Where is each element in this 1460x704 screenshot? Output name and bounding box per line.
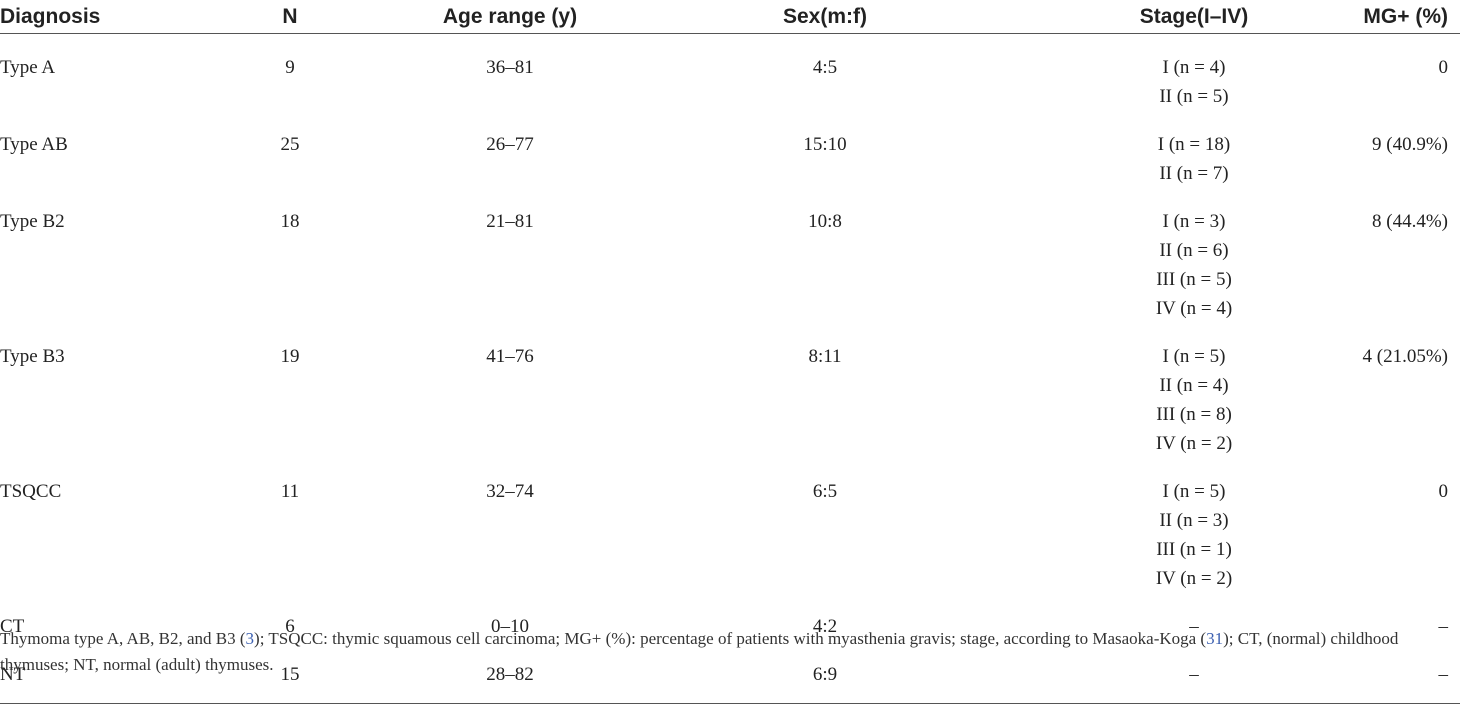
stage-entry: III (n = 8) (1156, 404, 1232, 425)
stage-entry: II (n = 6) (1159, 240, 1229, 261)
cell-mg-percent: 0 (1438, 481, 1449, 502)
cell-sex: 15:10 (803, 134, 847, 155)
stage-entry: I (n = 18) (1157, 134, 1231, 155)
cell-mg-percent: 8 (44.4%) (1372, 211, 1448, 232)
cell-diagnosis: Type A (0, 57, 56, 78)
cell-diagnosis: Type B3 (0, 346, 65, 367)
cell-mg-percent: 4 (21.05%) (1362, 346, 1448, 367)
footnote-text-1: Thymoma type A, AB, B2, and B3 ( (0, 629, 246, 648)
table-row: Type B3 19 41–76 8:11 I (n = 5) II (n = 4) III… (0, 323, 1460, 458)
cell-age-range: 32–74 (486, 481, 534, 502)
cell-mg-percent: 9 (40.9%) (1372, 134, 1448, 155)
stage-entry: III (n = 5) (1156, 269, 1232, 290)
cell-age-range: 28–82 (380, 641, 640, 704)
stage-entry: II (n = 7) (1159, 163, 1229, 184)
cell-age-range: 0–10 (491, 616, 529, 637)
cell-age-range: 21–81 (486, 211, 534, 232)
cell-mg-percent: – (1438, 616, 1449, 637)
header-sex: Sex(m:f) (640, 0, 1010, 34)
stage-entry: II (n = 3) (1159, 510, 1229, 531)
stage-entry: IV (n = 2) (1155, 568, 1233, 589)
table-row: Type B2 18 21–81 10:8 I (n = 3) II (n = 6) III… (0, 188, 1460, 323)
header-stage: Stage(I–IV) (1010, 0, 1303, 34)
cell-diagnosis: Type AB (0, 134, 68, 155)
stage-entry: I (n = 3) (1162, 211, 1226, 232)
cell-stage: I (n = 3) II (n = 6) III (n = 5) IV (n = 4) (1010, 188, 1303, 323)
header-mg: MG+ (%) (1303, 0, 1460, 34)
cell-n: 6 (285, 616, 295, 637)
stage-entry: I (n = 4) (1162, 57, 1226, 78)
footnote-text-2: ); TSQCC: thymic squamous cell carcinoma… (254, 629, 1207, 648)
header-n: N (200, 0, 380, 34)
table-row: Type A 9 36–81 4:5 I (n = 4) II (n = 5) 0 (0, 34, 1460, 112)
table-body: Type A 9 36–81 4:5 I (n = 4) II (n = 5) 0 Type … (0, 34, 1460, 704)
table-header-row: Diagnosis N Age range (y) Sex(m:f) Stage… (0, 0, 1460, 34)
header-age-range: Age range (y) (380, 0, 640, 34)
cell-diagnosis: NT (0, 641, 200, 704)
cell-n: 25 (280, 134, 300, 155)
cell-n: 18 (280, 211, 300, 232)
cell-sex: 4:5 (812, 57, 838, 78)
header-diagnosis: Diagnosis (0, 0, 200, 34)
stage-entry: IV (n = 4) (1155, 298, 1233, 319)
cell-n: 9 (285, 57, 295, 78)
cell-stage: I (n = 5) II (n = 3) III (n = 1) IV (n = 2) (1010, 458, 1303, 593)
stage-entry: – (1189, 664, 1199, 685)
cell-n: 11 (280, 481, 300, 502)
cell-diagnosis: TSQCC (0, 481, 62, 502)
table-row: NT 15 28–82 6:9– – (0, 641, 1460, 704)
cell-sex: 6:5 (812, 481, 838, 502)
footnote-ref-link[interactable]: 31 (1206, 629, 1224, 648)
cell-age-range: 26–77 (486, 134, 534, 155)
stage-entry: I (n = 5) (1162, 481, 1226, 502)
cell-mg-percent: 0 (1438, 57, 1449, 78)
stage-entry: I (n = 5) (1162, 346, 1226, 367)
table-footnote: Thymoma type A, AB, B2, and B3 (3); TSQC… (0, 626, 1455, 678)
footnote-ref-link[interactable]: 3 (245, 629, 255, 648)
table-row: Type AB 25 26–77 15:10 I (n = 18) II (n = 7) 9… (0, 111, 1460, 188)
cell-sex: 4:2 (812, 616, 838, 637)
cell-stage: – (1010, 593, 1303, 641)
cell-age-range: 41–76 (486, 346, 534, 367)
cell-sex: 10:8 (808, 211, 842, 232)
cell-mg-percent: – (1303, 641, 1460, 704)
stage-entry: II (n = 5) (1159, 86, 1229, 107)
table-row: CT 6 0–10 4:2 – – (0, 593, 1460, 641)
footnote-text-3: ); CT, (normal) childhood thymuses; NT, … (0, 629, 1399, 674)
cell-diagnosis: CT (0, 616, 25, 637)
cell-diagnosis: Type B2 (0, 211, 65, 232)
table-row: TSQCC 11 32–74 6:5 I (n = 5) II (n = 3) III (n… (0, 458, 1460, 593)
cell-sex: 8:11 (808, 346, 842, 367)
cell-n: 19 (280, 346, 300, 367)
cell-stage: I (n = 5) II (n = 4) III (n = 8) IV (n = 2) (1010, 323, 1303, 458)
stage-entry: – (1189, 616, 1199, 637)
stage-entry: IV (n = 2) (1155, 433, 1233, 454)
stage-entry: II (n = 4) (1159, 375, 1229, 396)
cell-age-range: 36–81 (486, 57, 534, 78)
cell-stage: I (n = 4) II (n = 5) (1010, 34, 1303, 112)
cell-stage: I (n = 18) II (n = 7) (1010, 111, 1303, 188)
stage-entry: III (n = 1) (1156, 539, 1232, 560)
